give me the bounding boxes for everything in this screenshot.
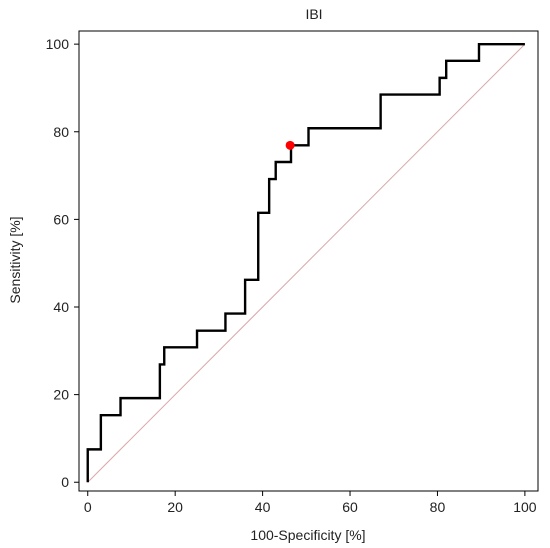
y-tick-label: 0 (61, 474, 69, 490)
x-tick-label: 60 (342, 499, 358, 515)
roc-curve (86, 42, 525, 483)
y-tick-label: 20 (53, 387, 69, 403)
x-tick-label: 100 (513, 499, 537, 515)
y-tick-label: 60 (53, 211, 69, 227)
optimal-cutoff-point (285, 140, 295, 150)
y-axis-ticks: 0 20 40 60 80 100 (46, 36, 79, 490)
plot-frame (78, 30, 539, 492)
x-axis-label: 100-Specificity [%] (250, 527, 365, 543)
y-tick-label: 40 (53, 299, 69, 315)
chart-title: IBI (305, 6, 322, 22)
reference-diagonal (87, 43, 526, 483)
y-tick-label: 100 (46, 36, 70, 52)
x-axis-ticks: 0 20 40 60 80 100 (84, 491, 537, 515)
x-tick-label: 20 (167, 499, 183, 515)
x-tick-label: 0 (84, 499, 92, 515)
x-tick-label: 80 (430, 499, 446, 515)
y-axis-label: Sensitivity [%] (7, 216, 23, 303)
y-tick-label: 80 (53, 124, 69, 140)
x-tick-label: 40 (255, 499, 271, 515)
